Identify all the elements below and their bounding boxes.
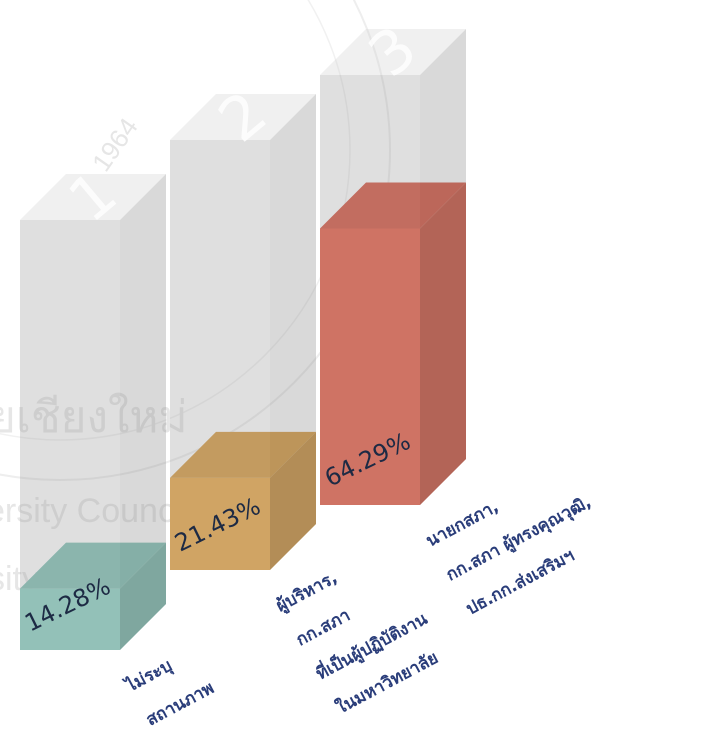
bar-1: 114.28%	[20, 158, 166, 650]
bar-glass-1	[20, 174, 166, 650]
bar-value-3	[320, 182, 466, 506]
category-label-2-line-2: กก.สภา	[293, 605, 354, 650]
watermark-seal-icon	[0, 0, 391, 481]
category-label-1-line-2: สถานภาพ	[143, 678, 218, 730]
bar-2: 221.43%	[170, 78, 316, 570]
bars-layer: 114.28%221.43%364.29%	[20, 13, 466, 650]
bar-glass-2	[170, 94, 316, 570]
category-label-1-line-1: ไม่ระบุ	[121, 655, 176, 697]
category-label-2-line-1: ผู้บริหาร,	[273, 568, 341, 618]
watermark-line-1: ยเชียงใหม่	[0, 392, 187, 442]
bar-value-1	[20, 542, 166, 650]
bar-3: 364.29%	[320, 13, 466, 506]
watermark-year: 1964	[86, 112, 144, 177]
bar-value-2	[170, 431, 316, 570]
watermark-seal-inner-icon	[0, 0, 351, 441]
bar-glass-3	[320, 29, 466, 505]
watermark-line-2: ersity Council	[0, 492, 190, 530]
